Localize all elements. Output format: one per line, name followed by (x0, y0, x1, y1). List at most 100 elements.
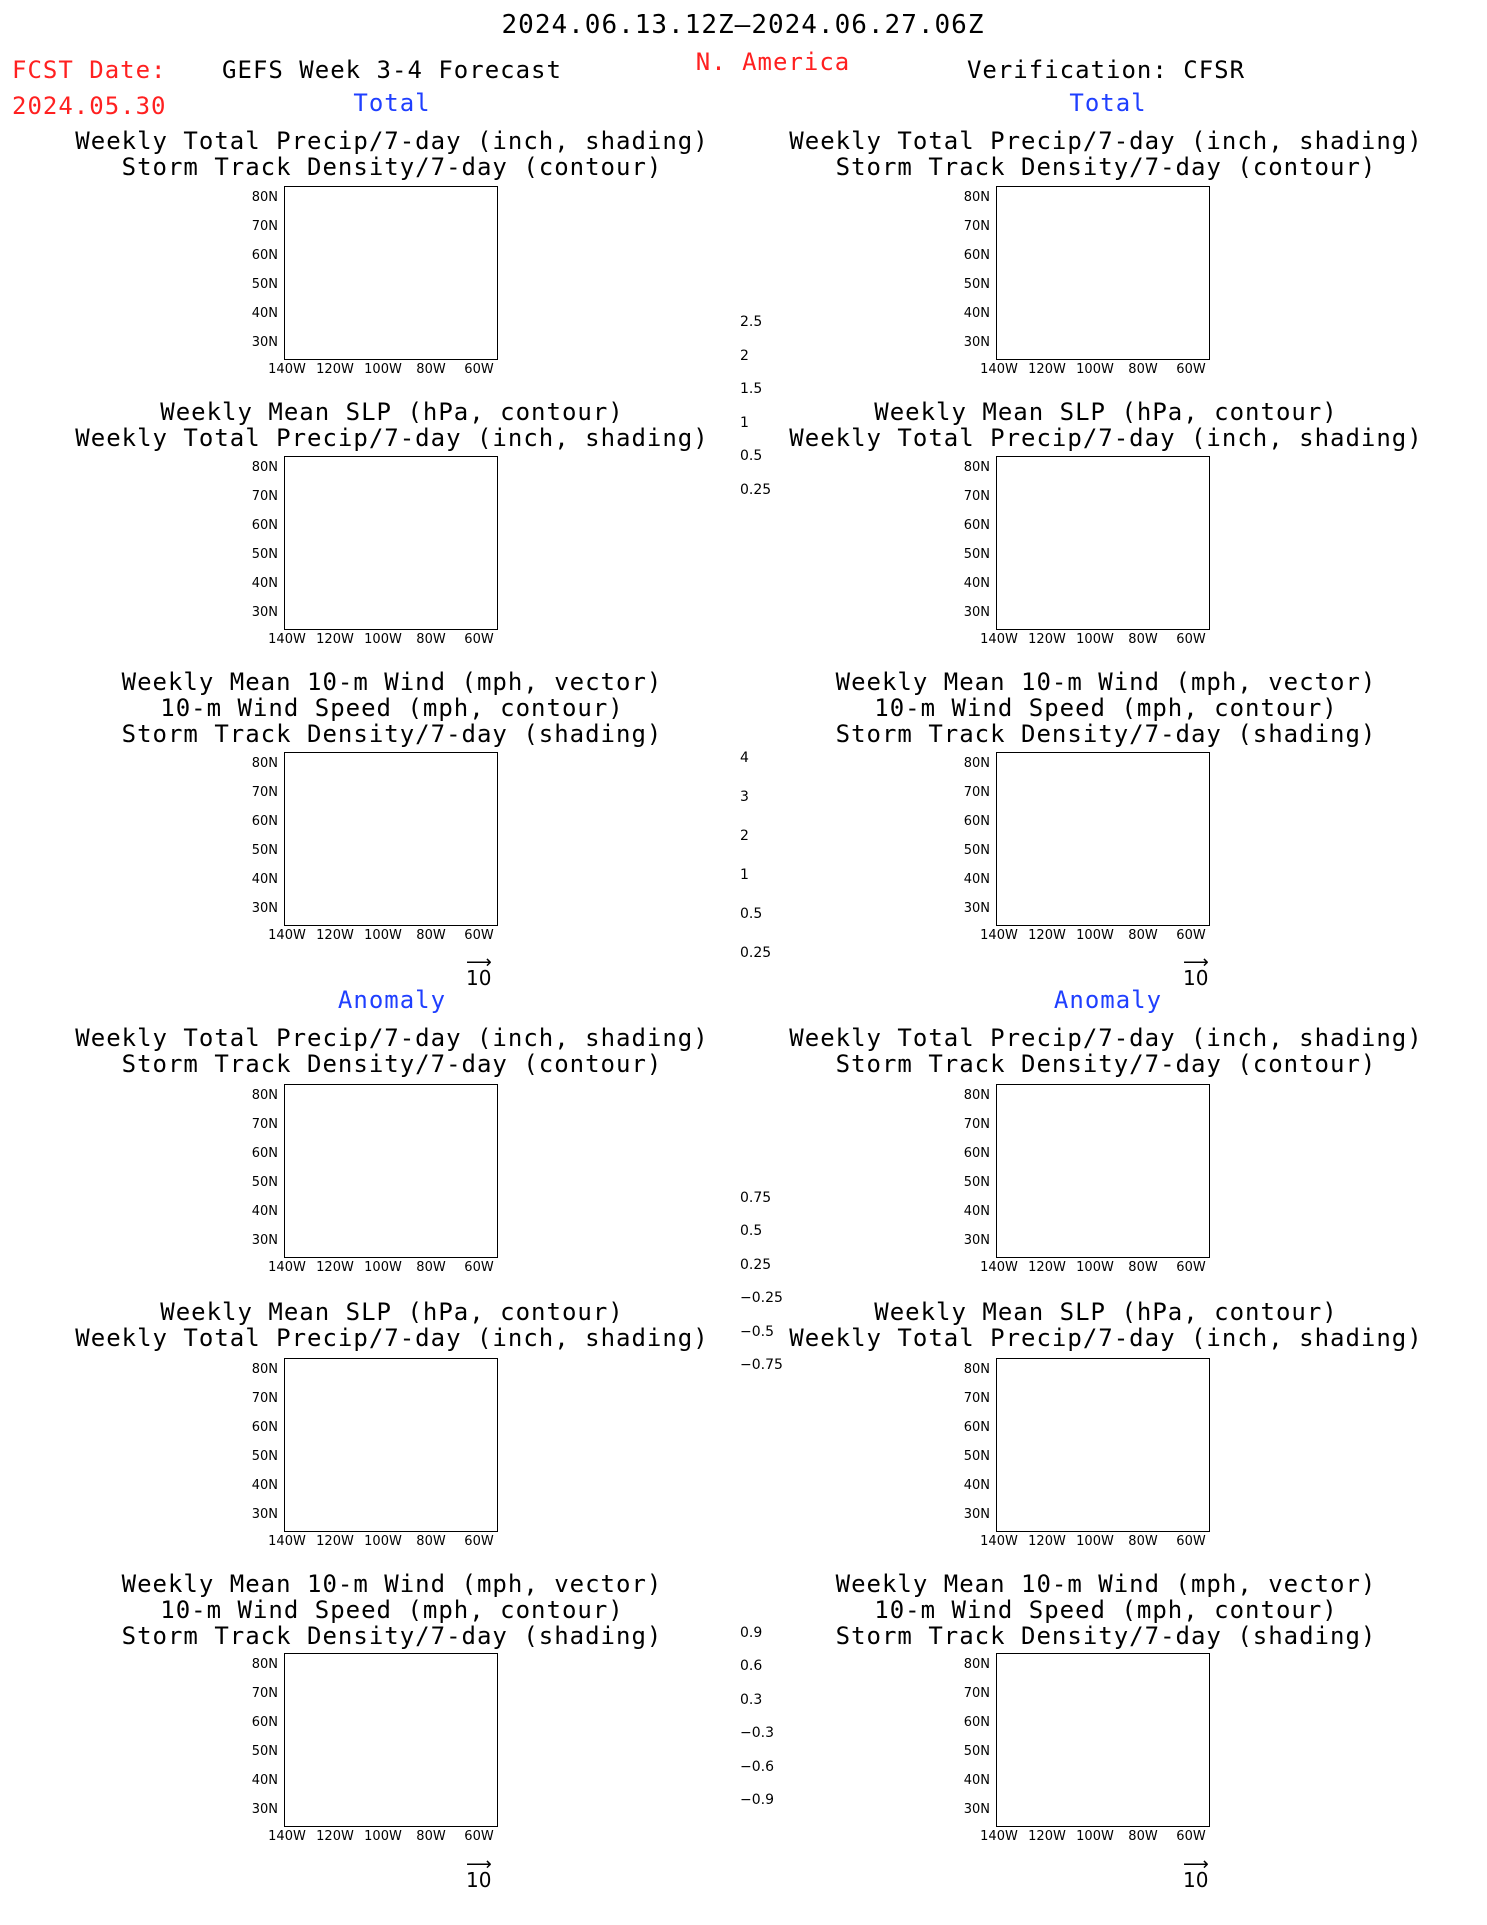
map-total-wind-verif-lat-label: 30N (963, 901, 990, 916)
map-anom-slp-fcst-lon-label: 100W (364, 1534, 402, 1549)
map-anom-wind-verif-lat-label: 60N (963, 1715, 990, 1730)
map-total-precip-fcst-lat-label: 30N (251, 335, 278, 350)
map-anom-wind-fcst-lon-label: 60W (464, 1829, 494, 1844)
map-anom-slp-verif: 02 (996, 1358, 1210, 1532)
map-total-precip-fcst-lat-label: 70N (251, 219, 278, 234)
title-total-wind-right-1: Weekly Mean 10-m Wind (mph, vector) (835, 668, 1377, 696)
colorbar-storm-anom-label: −0.9 (740, 1792, 774, 1809)
map-anom-wind-fcst-lat-label: 60N (251, 1715, 278, 1730)
title-anom-precip-right-2: Storm Track Density/7-day (contour) (835, 1050, 1377, 1078)
colorbar-storm-total-label: 2 (740, 828, 749, 844)
title-total-slp-left-2: Weekly Total Precip/7-day (inch, shading… (75, 424, 709, 452)
map-anom-slp-fcst-lat-label: 70N (251, 1391, 278, 1406)
map-anom-slp-fcst-lon-label: 120W (316, 1534, 354, 1549)
title-anom-slp-right-2: Weekly Total Precip/7-day (inch, shading… (789, 1324, 1423, 1352)
map-total-precip-fcst-lon-label: 100W (364, 362, 402, 377)
model-title: GEFS Week 3-4 Forecast (222, 56, 562, 84)
colorbar-precip-total-label: 0.5 (740, 448, 763, 465)
map-anom-precip-verif-lat-label: 80N (963, 1088, 990, 1103)
map-anom-wind-verif-lon-label: 120W (1028, 1829, 1066, 1844)
vector-ref-anom-right: ⟶ 10 (1183, 1854, 1209, 1892)
map-total-wind-verif-lon-label: 80W (1128, 928, 1158, 943)
colorbar-storm-anom (718, 1580, 738, 1855)
colorbar-precip-anom-label: −0.5 (740, 1323, 774, 1340)
map-anom-precip-fcst-lon-label: 140W (268, 1260, 306, 1275)
colorbar-storm-total-label: 0.5 (740, 906, 763, 922)
map-anom-precip-fcst: 0.30.3 (284, 1084, 498, 1258)
map-total-precip-fcst-lon-label: 60W (464, 362, 494, 377)
map-anom-wind-fcst-lat-label: 70N (251, 1686, 278, 1701)
fcst-date-value: 2024.05.30 (12, 92, 167, 120)
map-total-precip-fcst-lon-label: 140W (268, 362, 306, 377)
map-anom-precip-fcst-lat-label: 40N (251, 1204, 278, 1219)
map-total-wind-fcst-lat-label: 80N (251, 756, 278, 771)
map-total-precip-fcst-lon-label: 80W (416, 362, 446, 377)
map-total-precip-verif-lon-label: 140W (980, 362, 1018, 377)
map-anom-slp-verif-lon-label: 80W (1128, 1534, 1158, 1549)
map-anom-precip-verif-lon-label: 60W (1176, 1260, 1206, 1275)
colorbar-storm-anom-label: −0.3 (740, 1725, 774, 1742)
title-anom-precip-left-1: Weekly Total Precip/7-day (inch, shading… (75, 1024, 709, 1052)
map-anom-slp-verif-lon-label: 140W (980, 1534, 1018, 1549)
colorbar-precip-total-label: 2 (740, 347, 749, 364)
colorbar-storm-anom-label: −0.6 (740, 1758, 774, 1775)
title-anom-slp-left-2: Weekly Total Precip/7-day (inch, shading… (75, 1324, 709, 1352)
title-total-wind-right-2: 10-m Wind Speed (mph, contour) (874, 694, 1338, 722)
verification-title: Verification: CFSR (966, 56, 1246, 84)
map-anom-wind-verif-lat-label: 30N (963, 1802, 990, 1817)
colorbar-storm-anom-label: 0.6 (740, 1658, 763, 1675)
map-total-wind-verif-lat-label: 60N (963, 814, 990, 829)
map-anom-wind-fcst-lon-label: 100W (364, 1829, 402, 1844)
map-total-slp-verif-lat-label: 50N (963, 547, 990, 562)
map-total-slp-fcst-lat-label: 50N (251, 547, 278, 562)
map-anom-wind-verif-lat-label: 70N (963, 1686, 990, 1701)
map-anom-wind-verif-lon-label: 100W (1076, 1829, 1114, 1844)
colorbar-precip-total-label: 0.25 (740, 481, 772, 498)
map-anom-slp-verif-lat-label: 60N (963, 1420, 990, 1435)
map-total-slp-verif-lon-label: 120W (1028, 632, 1066, 647)
fcst-date-label: FCST Date: (12, 56, 167, 84)
map-total-wind-fcst-lon-label: 100W (364, 928, 402, 943)
colorbar-storm-anom-label: 0.3 (740, 1691, 763, 1708)
map-total-precip-fcst: 0.25 (284, 186, 498, 360)
map-total-precip-verif-lat-label: 80N (963, 190, 990, 205)
colorbar-storm-anom-label: 0.9 (740, 1624, 763, 1641)
map-anom-precip-fcst-lon-label: 80W (416, 1260, 446, 1275)
title-total-slp-left-1: Weekly Mean SLP (hPa, contour) (160, 398, 624, 426)
map-total-wind-fcst-lat-label: 60N (251, 814, 278, 829)
section-anomaly-right: Anomaly (1053, 986, 1163, 1014)
title-total-precip-right-1: Weekly Total Precip/7-day (inch, shading… (789, 127, 1423, 155)
colorbar-precip-total-label: 1 (740, 414, 749, 431)
region-title: N. America (695, 48, 851, 76)
map-total-slp-fcst-lon-label: 80W (416, 632, 446, 647)
title-anom-precip-right-1: Weekly Total Precip/7-day (inch, shading… (789, 1024, 1423, 1052)
map-anom-precip-verif-lon-label: 80W (1128, 1260, 1158, 1275)
map-anom-precip-verif-lat-label: 60N (963, 1146, 990, 1161)
colorbar-precip-total-label: 1.5 (740, 381, 763, 398)
map-anom-slp-verif-lon-label: 100W (1076, 1534, 1114, 1549)
map-total-wind-verif-lon-label: 120W (1028, 928, 1066, 943)
colorbar-precip-total-label: 2.5 (740, 314, 763, 331)
map-total-slp-fcst-lat-label: 30N (251, 605, 278, 620)
title-total-wind-left-2: 10-m Wind Speed (mph, contour) (160, 694, 624, 722)
map-total-slp-verif-lon-label: 140W (980, 632, 1018, 647)
map-anom-precip-fcst-lat-label: 50N (251, 1175, 278, 1190)
map-total-precip-verif-lon-label: 80W (1128, 362, 1158, 377)
map-total-precip-fcst-lat-label: 40N (251, 306, 278, 321)
map-total-wind-fcst-lon-label: 60W (464, 928, 494, 943)
map-anom-slp-fcst-lat-label: 80N (251, 1362, 278, 1377)
colorbar-precip-total (718, 270, 738, 544)
map-anom-wind-fcst-lat-label: 80N (251, 1657, 278, 1672)
map-total-precip-verif-lat-label: 70N (963, 219, 990, 234)
map-anom-wind-verif: 420 (996, 1653, 1210, 1827)
map-anom-precip-verif-lat-label: 30N (963, 1233, 990, 1248)
map-total-wind-fcst-lat-label: 70N (251, 785, 278, 800)
title-total-wind-left-3: Storm Track Density/7-day (shading) (121, 720, 663, 748)
map-anom-wind-verif-lon-label: 80W (1128, 1829, 1158, 1844)
map-total-wind-verif-lon-label: 140W (980, 928, 1018, 943)
colorbar-storm-total-label: 1 (740, 867, 749, 883)
colorbar-precip-anom-label: 0.75 (740, 1189, 772, 1206)
map-total-wind-fcst-lat-label: 50N (251, 843, 278, 858)
vector-ref-total-left: ⟶ 10 (466, 952, 492, 990)
vector-ref-total-right: ⟶ 10 (1183, 952, 1209, 990)
